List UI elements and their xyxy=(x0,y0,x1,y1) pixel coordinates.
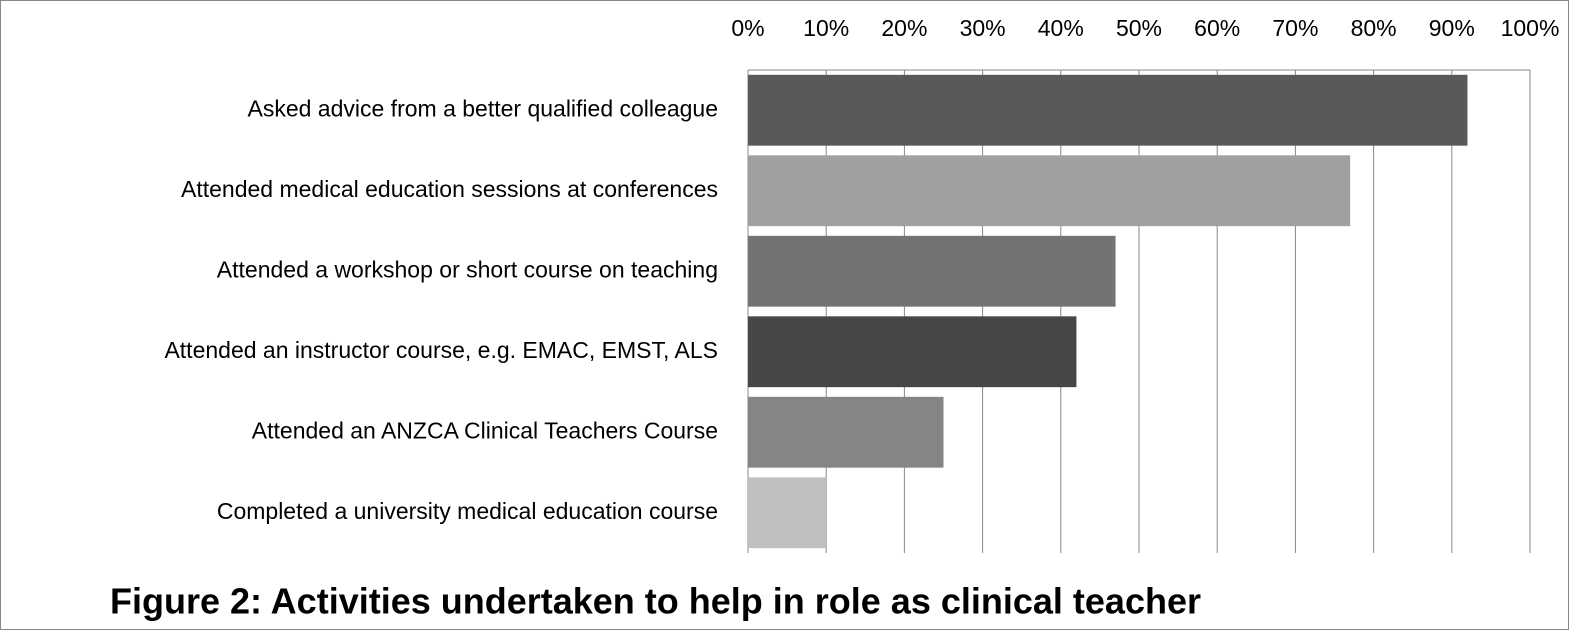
x-tick-label: 80% xyxy=(1351,15,1397,41)
x-tick-label: 40% xyxy=(1038,15,1084,41)
bar xyxy=(748,235,1116,307)
x-tick-label: 10% xyxy=(803,15,849,41)
x-tick-label: 50% xyxy=(1116,15,1162,41)
bar xyxy=(748,74,1468,146)
y-tick-label: Attended a workshop or short course on t… xyxy=(217,256,718,282)
y-tick-label: Attended an ANZCA Clinical Teachers Cour… xyxy=(252,417,718,443)
x-tick-label: 100% xyxy=(1501,15,1560,41)
y-tick-label: Completed a university medical education… xyxy=(217,498,718,524)
chart-title: Figure 2: Activities undertaken to help … xyxy=(110,581,1201,622)
x-tick-label: 0% xyxy=(731,15,764,41)
x-tick-label: 70% xyxy=(1272,15,1318,41)
x-tick-label: 60% xyxy=(1194,15,1240,41)
x-tick-label: 20% xyxy=(881,15,927,41)
y-tick-label: Asked advice from a better qualified col… xyxy=(247,95,718,121)
bar xyxy=(748,155,1351,227)
bar xyxy=(748,316,1077,388)
x-tick-label: 30% xyxy=(960,15,1006,41)
y-tick-label: Attended an instructor course, e.g. EMAC… xyxy=(164,337,718,363)
y-tick-label: Attended medical education sessions at c… xyxy=(181,176,718,202)
x-tick-label: 90% xyxy=(1429,15,1475,41)
bar xyxy=(748,396,944,468)
bar xyxy=(748,477,827,549)
